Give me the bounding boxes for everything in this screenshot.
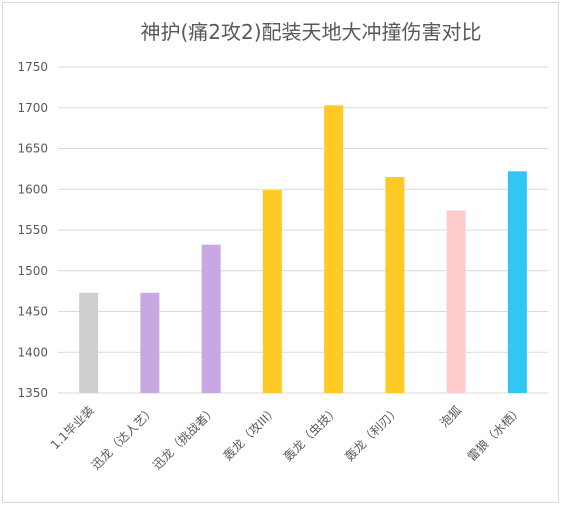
bars — [79, 105, 527, 394]
y-tick-label: 1700 — [17, 101, 48, 115]
y-tick-label: 1450 — [17, 305, 48, 319]
y-tick-label: 1600 — [17, 182, 48, 196]
bar — [262, 190, 282, 393]
gridlines — [58, 66, 548, 394]
y-tick-label: 1400 — [17, 345, 48, 359]
bar — [324, 105, 344, 394]
y-tick-label: 1350 — [17, 386, 48, 400]
bar — [385, 177, 405, 393]
chart-title: 神护(痛2攻2)配装天地大冲撞伤害对比 — [140, 20, 481, 44]
bar — [446, 210, 466, 393]
y-tick-label: 1500 — [17, 264, 48, 278]
y-tick-label: 1650 — [17, 142, 48, 156]
y-axis-ticks: 1350 1400 1450 1500 1550 1600 1650 1700 1750 — [17, 60, 48, 400]
bar-chart: 神护(痛2攻2)配装天地大冲撞伤害对比 1350 1400 1450 1500 1550… — [17, 20, 548, 473]
y-tick-label: 1750 — [17, 60, 48, 74]
x-category-label: 轰龙（攻III） — [220, 403, 281, 464]
chart-frame: 神护(痛2攻2)配装天地大冲撞伤害对比 1350 1400 1450 1500 1550… — [2, 2, 559, 503]
bar — [140, 292, 160, 393]
x-category-label: 迅龙（达人艺） — [89, 403, 158, 472]
x-category-label: 雷狼（水栖） — [464, 403, 526, 465]
x-category-label: 迅龙（挑战者） — [150, 403, 219, 472]
x-category-label: 泡狐 — [437, 403, 464, 430]
x-category-label: 轰龙（利刃） — [341, 403, 403, 465]
x-category-label: 轰龙（虫技） — [280, 403, 342, 465]
bar — [507, 171, 527, 393]
x-category-label: 1.1毕业装 — [48, 403, 97, 452]
bar — [201, 244, 221, 393]
bar — [79, 292, 99, 393]
y-tick-label: 1550 — [17, 223, 48, 237]
